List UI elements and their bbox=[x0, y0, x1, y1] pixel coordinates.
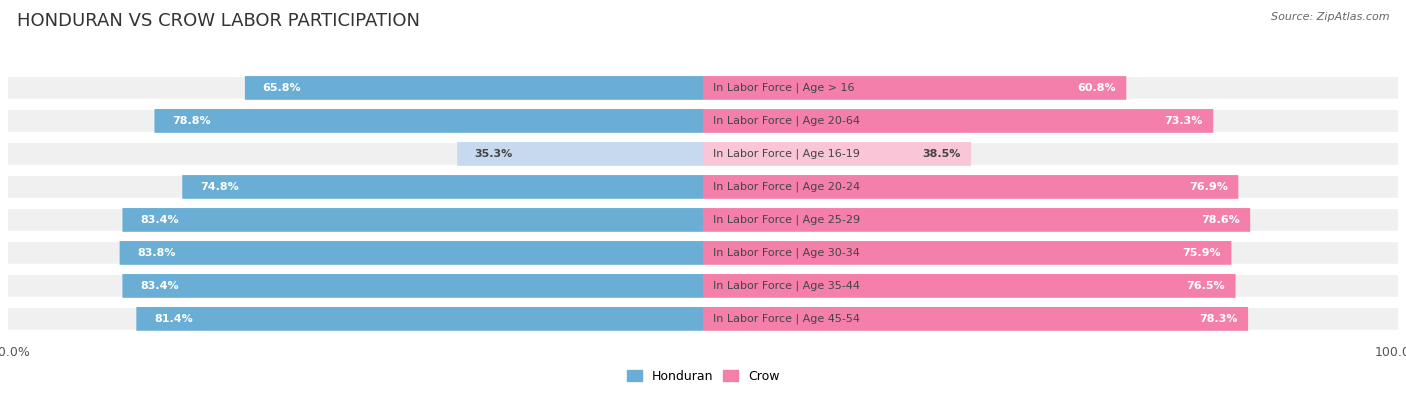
FancyBboxPatch shape bbox=[703, 76, 1126, 100]
Text: In Labor Force | Age 25-29: In Labor Force | Age 25-29 bbox=[713, 214, 860, 225]
FancyBboxPatch shape bbox=[122, 274, 703, 298]
FancyBboxPatch shape bbox=[703, 274, 1399, 298]
Text: 81.4%: 81.4% bbox=[153, 314, 193, 324]
FancyBboxPatch shape bbox=[703, 109, 1399, 133]
FancyBboxPatch shape bbox=[7, 274, 703, 298]
Text: HONDURAN VS CROW LABOR PARTICIPATION: HONDURAN VS CROW LABOR PARTICIPATION bbox=[17, 12, 420, 30]
FancyBboxPatch shape bbox=[7, 175, 703, 199]
FancyBboxPatch shape bbox=[703, 307, 1249, 331]
FancyBboxPatch shape bbox=[7, 142, 703, 166]
Text: 76.5%: 76.5% bbox=[1187, 281, 1225, 291]
Text: 73.3%: 73.3% bbox=[1164, 116, 1202, 126]
Text: In Labor Force | Age 20-64: In Labor Force | Age 20-64 bbox=[713, 116, 860, 126]
Text: In Labor Force | Age 20-24: In Labor Force | Age 20-24 bbox=[713, 182, 860, 192]
Text: In Labor Force | Age 30-34: In Labor Force | Age 30-34 bbox=[713, 248, 860, 258]
FancyBboxPatch shape bbox=[7, 109, 703, 133]
FancyBboxPatch shape bbox=[703, 208, 1399, 232]
FancyBboxPatch shape bbox=[703, 208, 1250, 232]
FancyBboxPatch shape bbox=[703, 241, 1399, 265]
Text: 60.8%: 60.8% bbox=[1077, 83, 1116, 93]
FancyBboxPatch shape bbox=[457, 142, 703, 166]
Text: 76.9%: 76.9% bbox=[1189, 182, 1227, 192]
FancyBboxPatch shape bbox=[703, 175, 1399, 199]
Text: 78.6%: 78.6% bbox=[1201, 215, 1240, 225]
Text: 74.8%: 74.8% bbox=[200, 182, 239, 192]
FancyBboxPatch shape bbox=[7, 208, 703, 232]
Text: In Labor Force | Age > 16: In Labor Force | Age > 16 bbox=[713, 83, 855, 93]
Text: 83.4%: 83.4% bbox=[141, 281, 179, 291]
Text: In Labor Force | Age 45-54: In Labor Force | Age 45-54 bbox=[713, 314, 860, 324]
FancyBboxPatch shape bbox=[703, 142, 972, 166]
FancyBboxPatch shape bbox=[703, 241, 1232, 265]
FancyBboxPatch shape bbox=[703, 76, 1399, 100]
Text: 65.8%: 65.8% bbox=[263, 83, 301, 93]
FancyBboxPatch shape bbox=[155, 109, 703, 133]
Text: 38.5%: 38.5% bbox=[922, 149, 960, 159]
FancyBboxPatch shape bbox=[703, 142, 1399, 166]
FancyBboxPatch shape bbox=[245, 76, 703, 100]
Text: 83.8%: 83.8% bbox=[138, 248, 176, 258]
FancyBboxPatch shape bbox=[120, 241, 703, 265]
Legend: Honduran, Crow: Honduran, Crow bbox=[621, 365, 785, 388]
Text: 83.4%: 83.4% bbox=[141, 215, 179, 225]
FancyBboxPatch shape bbox=[7, 307, 703, 331]
FancyBboxPatch shape bbox=[703, 274, 1236, 298]
Text: 75.9%: 75.9% bbox=[1182, 248, 1220, 258]
FancyBboxPatch shape bbox=[7, 241, 703, 265]
Text: 78.3%: 78.3% bbox=[1199, 314, 1237, 324]
FancyBboxPatch shape bbox=[122, 208, 703, 232]
FancyBboxPatch shape bbox=[7, 76, 703, 100]
FancyBboxPatch shape bbox=[703, 175, 1239, 199]
FancyBboxPatch shape bbox=[183, 175, 703, 199]
Text: In Labor Force | Age 35-44: In Labor Force | Age 35-44 bbox=[713, 281, 860, 291]
Text: In Labor Force | Age 16-19: In Labor Force | Age 16-19 bbox=[713, 149, 860, 159]
FancyBboxPatch shape bbox=[136, 307, 703, 331]
FancyBboxPatch shape bbox=[703, 109, 1213, 133]
Text: Source: ZipAtlas.com: Source: ZipAtlas.com bbox=[1271, 12, 1389, 22]
Text: 78.8%: 78.8% bbox=[172, 116, 211, 126]
Text: 35.3%: 35.3% bbox=[475, 149, 513, 159]
FancyBboxPatch shape bbox=[703, 307, 1399, 331]
